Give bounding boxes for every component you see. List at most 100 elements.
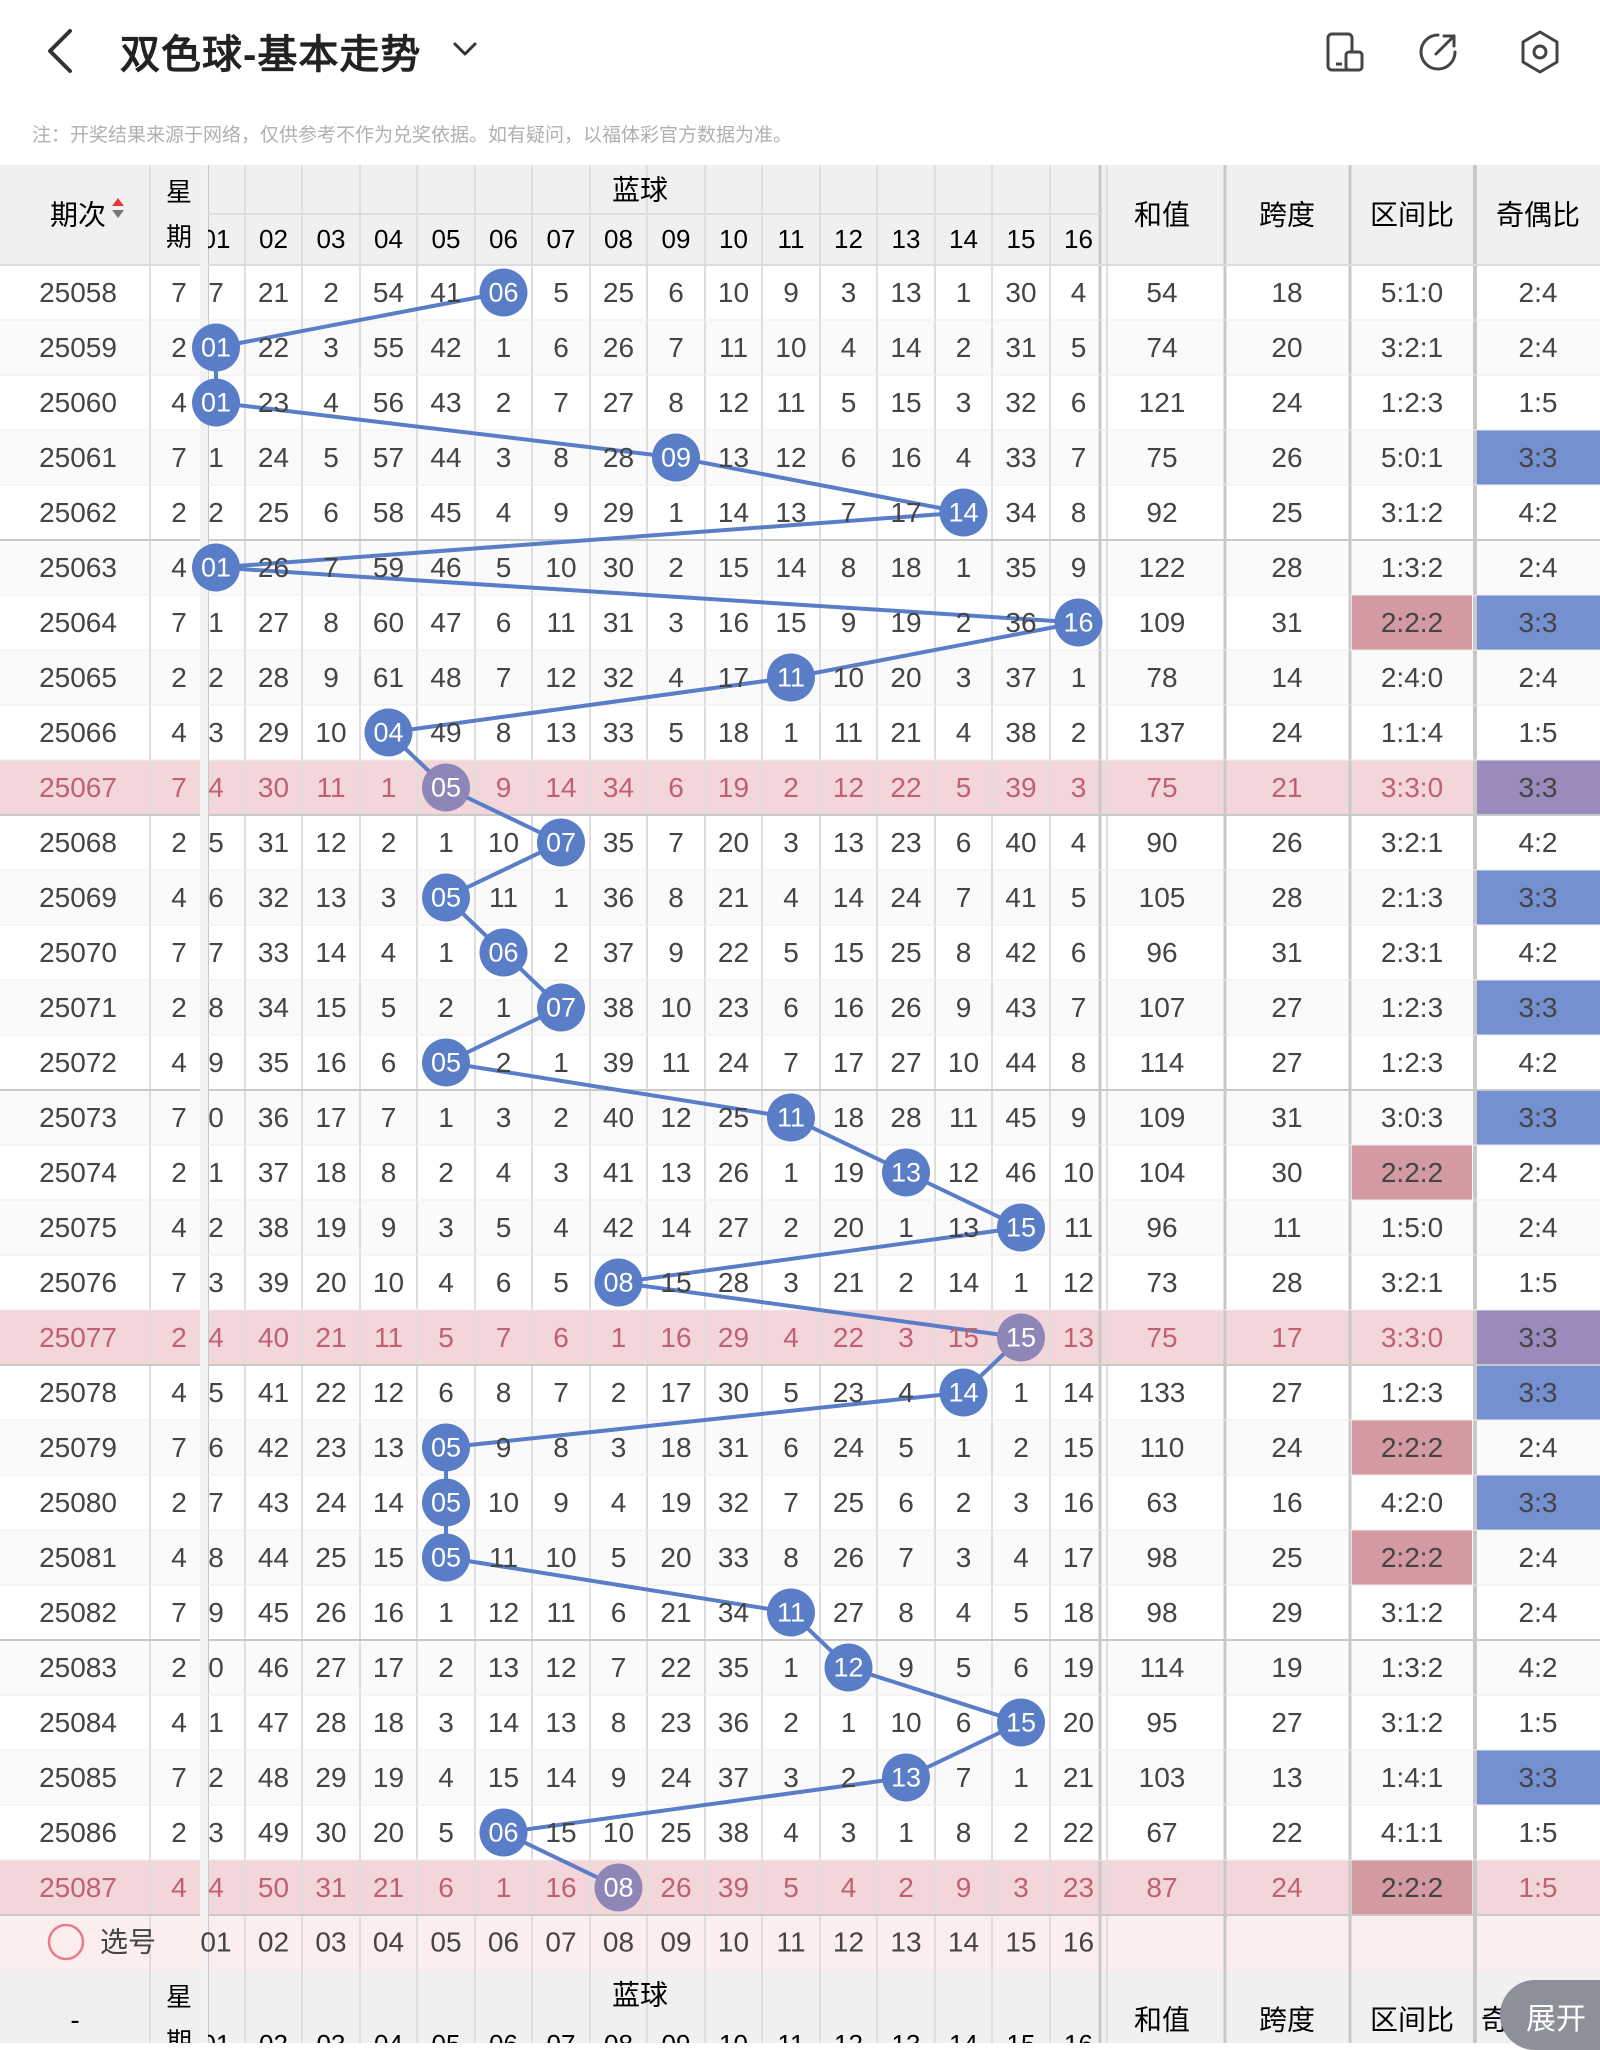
cell-week: 7 (171, 1102, 187, 1133)
row-bg (0, 540, 1600, 595)
cell-blue-15: 3 (1013, 1872, 1029, 1903)
cell-blue-2: 44 (258, 1542, 289, 1573)
cell-blue-16: 16 (1063, 1487, 1094, 1518)
cell-zone: 3:3:0 (1381, 1322, 1443, 1353)
select-blue-1[interactable]: 01 (200, 1927, 231, 1958)
select-blue-8[interactable]: 08 (603, 1927, 634, 1958)
cell-blue-8: 29 (603, 497, 634, 528)
select-blue-6[interactable]: 06 (488, 1927, 519, 1958)
header-blue-9: 09 (662, 2029, 691, 2043)
select-blue-10[interactable]: 10 (718, 1927, 749, 1958)
cell-blue-10: 36 (718, 1707, 749, 1738)
odd-highlight-cell (1477, 1750, 1600, 1805)
cell-blue-8: 34 (603, 772, 634, 803)
cell-odd: 2:4 (1519, 332, 1558, 363)
select-blue-7[interactable]: 07 (545, 1927, 576, 1958)
cell-blue-16: 20 (1063, 1707, 1094, 1738)
cell-blue-4: 54 (373, 277, 404, 308)
select-blue-4[interactable]: 04 (373, 1927, 404, 1958)
cell-blue-4: 7 (381, 1102, 397, 1133)
cell-span: 26 (1271, 827, 1302, 858)
share-icon[interactable] (1412, 26, 1464, 78)
cell-blue-12: 3 (841, 277, 857, 308)
select-blue-14[interactable]: 14 (948, 1927, 979, 1958)
cell-blue-2: 38 (258, 1212, 289, 1243)
header-blue-16: 16 (1064, 224, 1093, 254)
chevron-down-icon[interactable] (448, 32, 482, 66)
cell-sum: 95 (1146, 1707, 1177, 1738)
cell-blue-10: 37 (718, 1762, 749, 1793)
cell-blue-10: 25 (718, 1102, 749, 1133)
blue-ball-number: 14 (948, 1378, 978, 1408)
cell-blue-12: 25 (833, 1487, 864, 1518)
back-arrow-icon[interactable] (40, 25, 80, 77)
cell-odd: 3:3 (1519, 1762, 1558, 1793)
cell-blue-15: 31 (1005, 332, 1036, 363)
cell-blue-12: 21 (833, 1267, 864, 1298)
zone-highlight-cell (1352, 595, 1472, 650)
cell-blue-6: 2 (496, 387, 512, 418)
header-week-1: 星 (166, 1982, 192, 2012)
expand-button[interactable]: 展开 (1500, 1980, 1600, 2050)
cell-blue-6: 1 (496, 992, 512, 1023)
cell-week: 7 (171, 607, 187, 638)
select-blue-12[interactable]: 12 (833, 1927, 864, 1958)
select-blue-3[interactable]: 03 (315, 1927, 346, 1958)
row-bg (0, 1200, 1600, 1255)
device-icon[interactable] (1318, 26, 1370, 78)
select-blue-13[interactable]: 13 (890, 1927, 921, 1958)
cell-sum: 122 (1139, 552, 1186, 583)
cell-blue-1: 4 (208, 1872, 224, 1903)
cell-blue-9: 22 (660, 1652, 691, 1683)
cell-blue-3: 25 (315, 1542, 346, 1573)
cell-sum: 114 (1140, 1047, 1185, 1078)
cell-week: 2 (171, 662, 187, 693)
cell-blue-1: 9 (208, 1047, 224, 1078)
select-blue-11[interactable]: 11 (776, 1927, 805, 1958)
cell-blue-10: 35 (718, 1652, 749, 1683)
cell-blue-3: 14 (315, 937, 346, 968)
cell-blue-13: 16 (890, 442, 921, 473)
settings-icon[interactable] (1514, 26, 1566, 78)
page-title[interactable]: 双色球-基本走势 (120, 33, 422, 77)
select-blue-16[interactable]: 16 (1063, 1927, 1094, 1958)
cell-odd: 3:3 (1519, 772, 1558, 803)
cell-blue-10: 39 (718, 1872, 749, 1903)
select-blue-15[interactable]: 15 (1005, 1927, 1036, 1958)
cell-zone: 1:5:0 (1381, 1212, 1443, 1243)
cell-blue-14: 2 (956, 1487, 972, 1518)
cell-blue-16: 1 (1071, 662, 1087, 693)
cell-period: 25073 (39, 1102, 117, 1133)
select-circle-icon[interactable] (47, 1923, 85, 1961)
cell-odd: 3:3 (1519, 1377, 1558, 1408)
sort-down-icon[interactable] (112, 210, 124, 218)
cell-odd: 1:5 (1519, 1817, 1558, 1848)
blue-ball (422, 1038, 470, 1087)
cell-blue-11: 9 (783, 277, 799, 308)
blue-ball (594, 1863, 643, 1912)
cell-blue-14: 9 (956, 992, 972, 1023)
select-blue-9[interactable]: 09 (660, 1927, 691, 1958)
select-number-label[interactable]: 选号 (100, 1927, 156, 1958)
select-blue-5[interactable]: 05 (430, 1927, 461, 1958)
cell-zone: 2:2:2 (1381, 1542, 1443, 1573)
blue-ball (192, 378, 240, 427)
cell-blue-10: 13 (718, 442, 749, 473)
header-period[interactable]: 期次 (50, 200, 106, 231)
cell-blue-9: 24 (660, 1762, 691, 1793)
cell-blue-6: 7 (496, 662, 512, 693)
cell-span: 20 (1271, 332, 1302, 363)
cell-span: 13 (1271, 1762, 1302, 1793)
header-blue-5: 05 (432, 2029, 461, 2043)
blue-ball (824, 1643, 873, 1692)
select-blue-2[interactable]: 02 (258, 1927, 289, 1958)
cell-blue-4: 16 (373, 1597, 404, 1628)
cell-period: 25061 (39, 442, 117, 473)
cell-blue-8: 40 (603, 1102, 634, 1133)
sort-up-icon[interactable] (112, 198, 124, 206)
cell-span: 28 (1271, 552, 1302, 583)
cell-blue-10: 32 (718, 1487, 749, 1518)
cell-sum: 75 (1146, 1322, 1177, 1353)
cell-blue-3: 11 (316, 772, 345, 803)
cell-blue-12: 4 (841, 1872, 857, 1903)
